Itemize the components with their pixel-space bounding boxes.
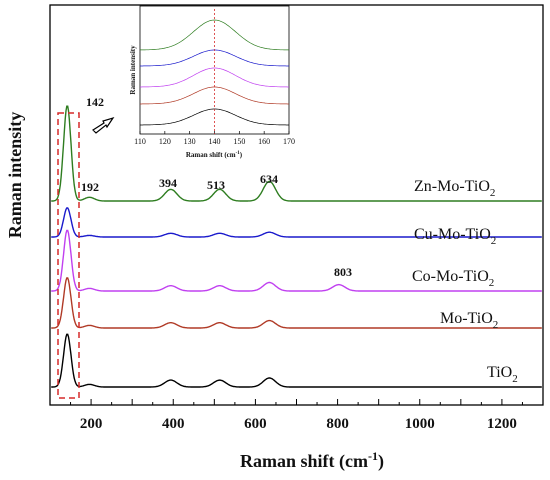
spectrum-line [51,277,542,329]
series-label-co-mo-tio2-sub: 2 [489,277,495,289]
peak-label-803: 803 [334,265,352,279]
inset-spectrum-line [140,19,289,51]
x-axis-title-main: Raman shift (cm [240,451,368,472]
inset-x-tick-label: 120 [159,137,171,146]
x-tick-label: 200 [80,416,103,432]
y-axis-title: Raman intensity [5,112,25,239]
inset-x-axis-title-main: Raman shift (cm [186,151,236,159]
x-tick-label: 400 [162,416,185,432]
series-label-tio2-main: TiO [487,364,512,381]
inset-x-tick-label: 140 [209,137,221,146]
peak-label-394: 394 [159,176,177,190]
peak-label-142: 142 [86,95,104,109]
series-group [51,105,542,388]
spectrum-line [51,207,542,238]
arrow-icon [92,116,115,134]
spectrum-line [51,229,542,292]
inset-spectrum-line [140,67,289,88]
series-label-tio2: TiO2 [487,364,518,385]
x-axis-title: Raman shift (cm-1) [240,449,384,472]
inset-x-tick-label: 160 [258,137,270,146]
series-label-zn-mo-tio2-main: Zn-Mo-TiO [414,178,490,195]
plot-frame [49,4,544,406]
x-tick-label: 800 [326,416,349,432]
inset-x-tick-label: 150 [233,137,245,146]
peak-label-513: 513 [207,178,225,192]
x-axis-title-sup: -1 [368,449,378,463]
inset-x-tick-label: 110 [134,137,146,146]
peak-label-192: 192 [81,180,99,194]
peak-label-634: 634 [260,172,278,186]
inset-x-tick-label: 170 [283,137,295,146]
series-label-mo-tio2-sub: 2 [493,319,499,331]
spectrum-line [51,105,542,202]
highlight-box [57,112,80,399]
series-label-zn-mo-tio2-sub: 2 [490,187,496,199]
inset-x-axis-title-end: ) [240,151,243,159]
spectrum-line [51,333,542,388]
x-tick-label: 1000 [405,416,435,432]
inset-chart: 110 120 130 140 150 160 170 Raman shift (cm-1)… [129,5,295,159]
x-tick-label: 600 [244,416,267,432]
x-axis-ticks: 200 400 600 800 1000 1200 [49,399,544,432]
series-label-mo-tio2-main: Mo-TiO [440,310,493,327]
inset-x-axis-title-sup: -1 [236,151,241,156]
series-label-mo-tio2: Mo-TiO2 [440,310,498,331]
series-label-cu-mo-tio2: Cu-Mo-TiO2 [414,226,496,247]
x-tick-label: 1200 [487,416,517,432]
series-label-cu-mo-tio2-main: Cu-Mo-TiO [414,226,491,243]
series-label-cu-mo-tio2-sub: 2 [491,235,497,247]
series-label-zn-mo-tio2: Zn-Mo-TiO2 [414,178,495,199]
inset-x-axis-title: Raman shift (cm-1) [186,151,243,159]
inset-y-axis-title: Raman intensity [129,45,137,95]
series-label-co-mo-tio2: Co-Mo-TiO2 [412,268,494,289]
series-label-co-mo-tio2-main: Co-Mo-TiO [412,268,489,285]
series-label-tio2-sub: 2 [512,373,518,385]
x-axis-title-end: ) [378,451,384,472]
inset-x-tick-label: 130 [184,137,196,146]
inset-x-ticks: 110 120 130 140 150 160 170 [134,131,295,146]
